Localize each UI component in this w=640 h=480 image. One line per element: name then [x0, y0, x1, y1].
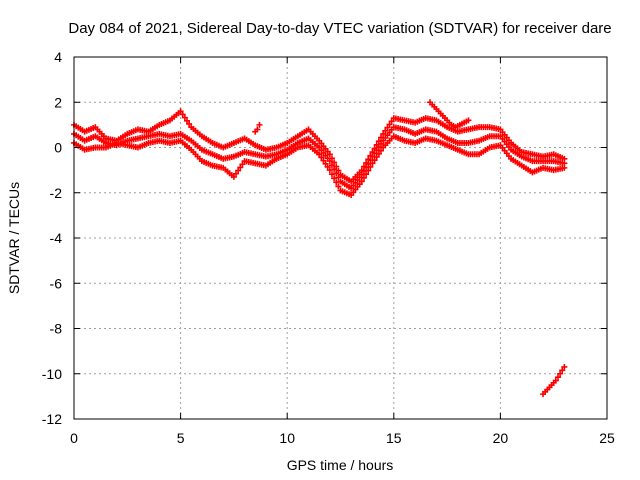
- y-tick-label: 4: [54, 49, 62, 65]
- data-point: [552, 377, 559, 384]
- y-tick-label: -4: [50, 230, 63, 246]
- data-point: [177, 108, 184, 115]
- data-point: [316, 151, 323, 158]
- data-point: [363, 171, 370, 178]
- data-point: [179, 111, 186, 118]
- data-point: [186, 120, 193, 127]
- y-tick-label: -10: [42, 366, 62, 382]
- y-tick-label: -6: [50, 275, 63, 291]
- data-point: [358, 178, 365, 185]
- data-point: [333, 179, 340, 186]
- data-point: [360, 174, 367, 181]
- data-point: [557, 370, 564, 377]
- data-point: [335, 174, 342, 181]
- data-point: [378, 147, 385, 154]
- data-point: [369, 160, 376, 167]
- data-point: [561, 363, 568, 370]
- data-point: [335, 183, 342, 190]
- series-late-segments: [252, 99, 568, 398]
- data-point: [328, 162, 335, 169]
- data-point: [322, 160, 329, 167]
- data-point: [554, 374, 561, 381]
- data-point: [326, 167, 333, 174]
- data-point: [380, 130, 387, 137]
- data-point: [235, 167, 242, 174]
- data-point: [375, 150, 382, 157]
- data-point: [328, 171, 335, 178]
- x-tick-label: 20: [493, 430, 509, 446]
- data-point: [239, 161, 246, 168]
- data-point: [320, 157, 327, 164]
- data-point: [254, 126, 261, 133]
- data-point: [333, 170, 340, 177]
- x-tick-label: 5: [177, 430, 185, 446]
- grid-lines: [74, 57, 607, 419]
- x-tick-label: 15: [386, 430, 402, 446]
- y-axis: -12 -10 -8 -6 -4 -2 0 2 4: [42, 49, 607, 427]
- data-point: [384, 124, 391, 131]
- data-point: [559, 367, 566, 374]
- x-tick-label: 0: [70, 430, 78, 446]
- data-point: [371, 157, 378, 164]
- data-point: [233, 170, 240, 177]
- data-point: [465, 117, 472, 124]
- data-point: [561, 164, 568, 171]
- data-point: [230, 173, 237, 180]
- data-point: [183, 117, 190, 124]
- series-track-a: [71, 108, 568, 185]
- data-point: [365, 167, 372, 174]
- data-point: [382, 127, 389, 134]
- data-point: [386, 121, 393, 128]
- chart-title: Day 084 of 2021, Sidereal Day-to-day VTE…: [68, 20, 611, 37]
- x-axis: 0 5 10 15 20 25: [70, 57, 615, 446]
- data-point: [181, 114, 188, 121]
- data-points: [71, 99, 568, 398]
- data-point: [388, 118, 395, 125]
- series-track-c: [71, 133, 568, 199]
- y-tick-label: 2: [54, 94, 62, 110]
- x-tick-label: 10: [279, 430, 295, 446]
- data-point: [367, 163, 374, 170]
- y-tick-label: 0: [54, 140, 62, 156]
- y-tick-label: -12: [42, 411, 62, 427]
- data-point: [326, 158, 333, 165]
- y-tick-label: -2: [50, 185, 63, 201]
- data-point: [318, 154, 325, 161]
- y-axis-label: SDTVAR / TECUs: [6, 182, 22, 294]
- data-point: [326, 151, 333, 158]
- data-point: [324, 163, 331, 170]
- data-point: [237, 164, 244, 171]
- data-point: [256, 121, 263, 128]
- x-tick-label: 25: [599, 430, 615, 446]
- x-axis-label: GPS time / hours: [287, 457, 394, 473]
- data-point: [331, 166, 338, 173]
- series-track-b: [71, 124, 568, 192]
- data-point: [378, 140, 385, 147]
- data-point: [331, 175, 338, 182]
- data-point: [373, 154, 380, 161]
- y-tick-label: -8: [50, 321, 63, 337]
